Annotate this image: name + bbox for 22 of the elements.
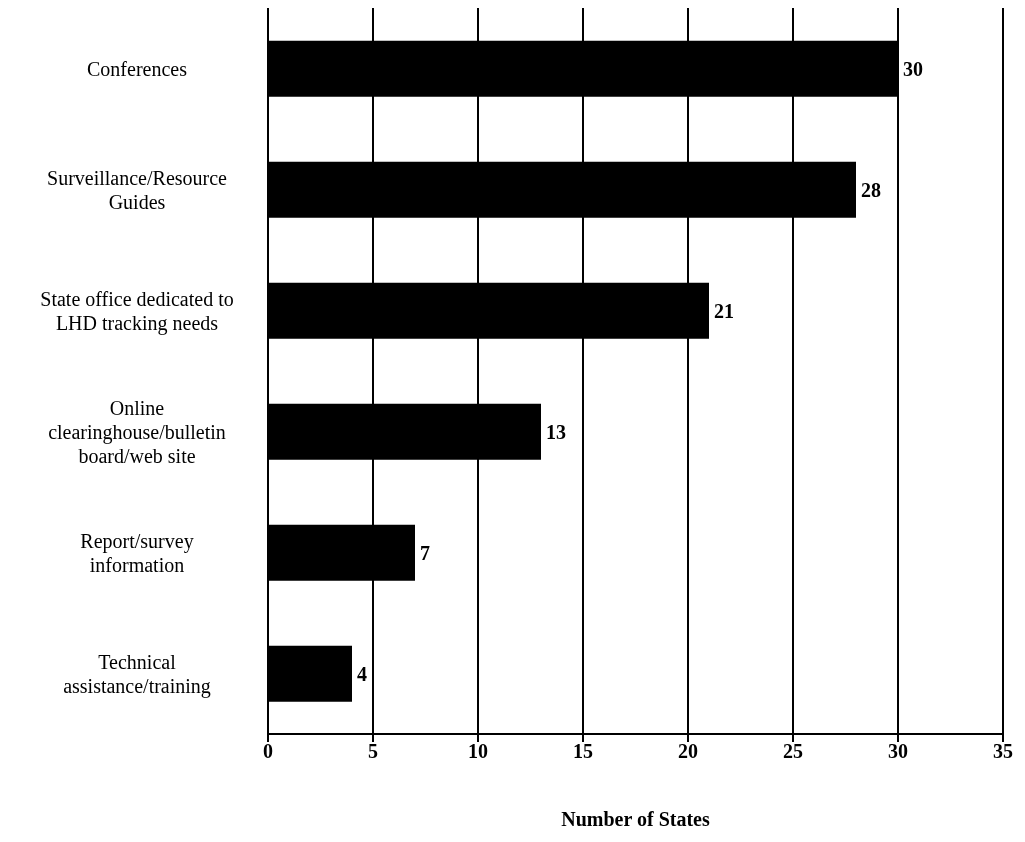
x-tick-label: 25 [783,740,803,763]
data-label: 4 [357,662,367,685]
bar [268,645,352,702]
data-label: 28 [861,178,881,201]
x-tick-label: 20 [678,740,698,763]
data-label: 30 [903,57,923,80]
x-tick-label: 15 [573,740,593,763]
x-axis-title: Number of States [561,808,710,830]
x-tick-label: 30 [888,740,908,763]
data-label: 7 [420,541,430,564]
y-tick-label: Report/survey information [80,529,194,576]
y-tick-label: Online clearinghouse/bulletin board/web site [48,396,226,467]
y-tick-label: State office dedicated to LHD tracking needs [40,287,234,335]
x-tick-label: 10 [468,740,488,763]
y-tick-label: Technical assistance/training [63,650,211,698]
y-tick-label: Surveillance/Resource Guides [47,166,228,213]
data-label: 13 [546,420,566,443]
x-tick-label: 35 [993,740,1013,763]
data-label: 21 [714,299,734,322]
y-tick-label: Conferences [87,57,188,80]
x-tick-label: 5 [368,740,378,763]
x-tick-label: 0 [263,740,273,763]
